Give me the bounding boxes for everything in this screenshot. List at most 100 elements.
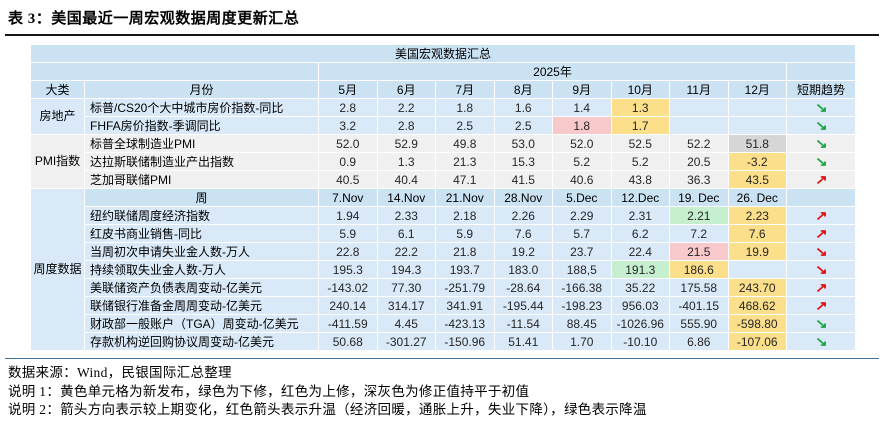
value-cell: -301.27	[376, 332, 436, 351]
value-cell: 53.0	[493, 134, 553, 153]
week-label-cell: 7.Nov	[318, 188, 378, 207]
macro-table-body: 美国宏观数据汇总 2025年 大类 月份 5月 6月 7月 8月 9月 10月 11月 12月 短期趋势…	[30, 44, 856, 351]
value-cell: -11.54	[493, 314, 553, 333]
month-label-cell: 11月	[669, 80, 729, 99]
indicator-label: 红皮书商业销售-同比	[84, 224, 319, 243]
value-cell: -150.96	[435, 332, 495, 351]
table-row: 纽约联储周度经济指数 1.94 2.33 2.18 2.26 2.29 2.31 2.21 2.…	[31, 206, 856, 225]
value-cell: 50.68	[318, 332, 378, 351]
value-cell: 2.2	[376, 98, 436, 117]
value-cell: 195.3	[318, 260, 378, 279]
data-source: 数据来源：Wind，民银国际汇总整理	[8, 365, 232, 380]
indicator-label: 联储银行准备金周周变动-亿美元	[84, 296, 319, 315]
week-label-cell: 19. Dec	[669, 188, 729, 207]
value-cell: 19.2	[493, 242, 553, 261]
indicator-label: 纽约联储周度经济指数	[84, 206, 319, 225]
value-cell: 191.3	[610, 260, 670, 279]
indicator-label: 美联储资产负债表周变动-亿美元	[84, 278, 319, 297]
trend-down-icon: ↘	[814, 117, 828, 133]
trend-cell: ↘	[786, 314, 856, 333]
month-label-cell: 7月	[435, 80, 495, 99]
table-row: 周度数据周 7.Nov 14.Nov 21.Nov 28.Nov 5.Dec 12.Dec 1…	[30, 188, 856, 351]
week-label-cell: 28.Nov	[493, 188, 553, 207]
trend-cell: ↘	[786, 332, 856, 351]
macro-table: 美国宏观数据汇总 2025年 大类 月份 5月 6月 7月 8月 9月 10月 11月 12月 短期趋势…	[30, 44, 856, 351]
value-cell: 35.22	[610, 278, 670, 297]
value-cell: 1.7	[610, 116, 670, 135]
value-cell: 7.6	[493, 224, 553, 243]
value-cell: 21.3	[435, 152, 495, 171]
value-cell: 2.8	[376, 116, 436, 135]
trend-down-icon: ↘	[814, 99, 828, 115]
value-cell: 47.1	[435, 170, 495, 189]
value-cell: 2.18	[435, 206, 495, 225]
value-cell: 3.2	[318, 116, 378, 135]
year-header-cell: 2025年	[318, 62, 787, 81]
week-label-cell: 12.Dec	[610, 188, 670, 207]
value-cell: 22.2	[376, 242, 436, 261]
value-cell: -411.59	[318, 314, 378, 333]
group-label: PMI指数	[30, 134, 85, 189]
trend-cell: ↘	[786, 116, 856, 135]
category-header-cell: 大类	[30, 80, 85, 99]
value-cell: 88.45	[552, 314, 612, 333]
value-cell: 555.90	[669, 314, 729, 333]
month-label-cell: 5月	[318, 80, 378, 99]
value-cell: -598.80	[727, 314, 787, 333]
week-label-cell: 21.Nov	[435, 188, 495, 207]
table-row: 达拉斯联储制造业产出指数 0.9 1.3 21.3 15.3 5.2 5.2 20.5 -3.2…	[31, 152, 856, 171]
value-cell: 5.2	[610, 152, 670, 171]
value-cell: 2.26	[493, 206, 553, 225]
indicator-label: 芝加哥联储PMI	[84, 170, 319, 189]
value-cell: 7.2	[669, 224, 729, 243]
table-row: 持续领取失业金人数-万人 195.3 194.3 193.7 183.0 188,5 191…	[31, 260, 856, 279]
trend-up-icon: ↗	[814, 279, 828, 295]
value-cell: -195.44	[493, 296, 553, 315]
value-cell: 956.03	[610, 296, 670, 315]
value-cell: 43.5	[727, 170, 787, 189]
value-cell: -1026.96	[610, 314, 670, 333]
value-cell: 5.2	[552, 152, 612, 171]
week-row-spacer-right	[786, 188, 856, 207]
value-cell: -143.02	[318, 278, 378, 297]
value-cell: 41.5	[493, 170, 553, 189]
trend-down-icon: ↘	[814, 315, 828, 331]
value-cell: 2.8	[318, 98, 378, 117]
indicator-label: 标普/CS20个大中城市房价指数-同比	[84, 98, 319, 117]
table-row: 2025年	[30, 62, 856, 81]
value-cell: 6.86	[669, 332, 729, 351]
value-cell	[727, 98, 787, 117]
value-cell: 52.0	[552, 134, 612, 153]
value-cell: 23.7	[552, 242, 612, 261]
value-cell: 188,5	[552, 260, 612, 279]
value-cell: 1.70	[552, 332, 612, 351]
year-row-spacer-right	[786, 62, 856, 81]
trend-up-icon: ↗	[814, 225, 828, 241]
value-cell: 77.30	[376, 278, 436, 297]
value-cell: 52.5	[610, 134, 670, 153]
month-label-cell: 8月	[493, 80, 553, 99]
title-divider	[5, 34, 879, 36]
trend-down-icon: ↘	[814, 333, 828, 349]
table-row: 红皮书商业销售-同比 5.9 6.1 5.9 7.6 5.7 6.2 7.2 7.6 ↗	[31, 224, 856, 243]
value-cell: 52.9	[376, 134, 436, 153]
value-cell: -107.06	[727, 332, 787, 351]
value-cell: 314.17	[376, 296, 436, 315]
table-row: 联储银行准备金周周变动-亿美元 240.14 314.17 341.91 -195.44…	[31, 296, 856, 315]
trend-cell: ↗	[786, 224, 856, 243]
table-title-cell: 美国宏观数据汇总	[30, 44, 856, 63]
value-cell: 2.29	[552, 206, 612, 225]
table-row: 当周初次申请失业金人数-万人 22.8 22.2 21.8 19.2 23.7 22.4 21…	[31, 242, 856, 261]
value-cell: 1.8	[435, 98, 495, 117]
value-cell: 5.9	[318, 224, 378, 243]
value-cell: 2.5	[435, 116, 495, 135]
value-cell: 52.0	[318, 134, 378, 153]
value-cell: 243.70	[727, 278, 787, 297]
trend-cell: ↘	[786, 152, 856, 171]
table-row: 大类 月份 5月 6月 7月 8月 9月 10月 11月 12月 短期趋势	[30, 80, 856, 99]
value-cell: 6.1	[376, 224, 436, 243]
indicator-label: FHFA房价指数-季调同比	[84, 116, 319, 135]
value-cell: 19.9	[727, 242, 787, 261]
value-cell: -28.64	[493, 278, 553, 297]
trend-down-icon: ↘	[814, 261, 828, 277]
